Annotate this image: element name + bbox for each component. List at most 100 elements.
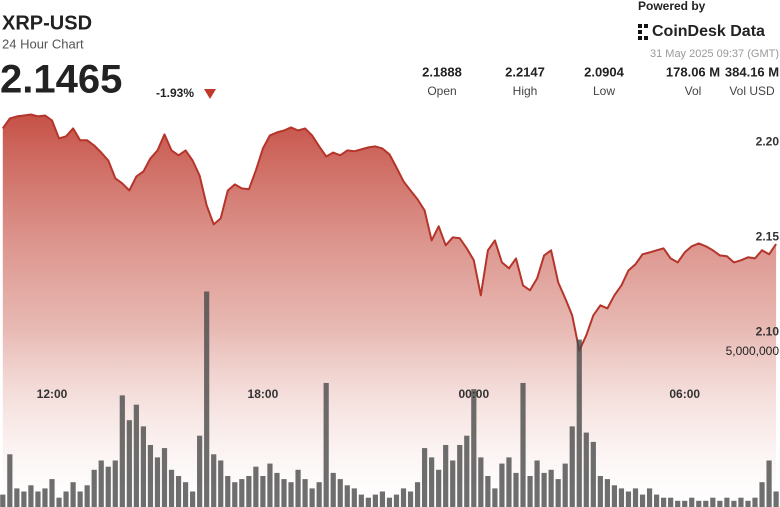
volume-bar	[35, 491, 41, 507]
y-tick-label: 2.15	[756, 230, 780, 244]
volume-bar	[161, 448, 168, 507]
y-tick-label: 2.20	[756, 135, 780, 149]
volume-bar	[204, 291, 210, 507]
volume-bar	[639, 494, 646, 507]
volume-bar	[710, 497, 716, 507]
volume-bar	[520, 382, 526, 507]
volume-bar	[168, 469, 175, 507]
volume-bar	[436, 469, 442, 507]
price: 2.1465	[0, 58, 122, 102]
plot-area	[0, 113, 779, 507]
volume-bar	[126, 420, 132, 507]
volume-bar	[703, 500, 709, 507]
volume-bar	[337, 479, 343, 507]
volume-bar	[295, 469, 301, 507]
stat-value: 2.0904	[584, 64, 625, 79]
volume-bar	[400, 488, 407, 507]
stat-label: Vol USD	[729, 84, 775, 98]
volume-bar	[675, 500, 681, 507]
volume-bar	[274, 472, 280, 507]
volume-bar	[597, 475, 603, 507]
volume-bar	[330, 472, 336, 507]
volume-bar	[344, 485, 350, 507]
brand: CoinDesk Data	[652, 23, 765, 40]
change: -1.93%	[156, 86, 194, 100]
volume-bar	[112, 460, 118, 507]
volume-bar	[646, 488, 653, 507]
volume-bar	[105, 466, 111, 507]
powered-by: Powered by	[638, 0, 706, 13]
volume-bar	[562, 463, 568, 507]
volume-bar	[471, 389, 477, 507]
volume-bar	[752, 497, 758, 507]
y-tick-label: 2.10	[756, 324, 780, 338]
volume-bar	[91, 469, 97, 507]
volume-bar	[407, 491, 414, 507]
stat-value: 2.1888	[422, 64, 462, 79]
volume-bar	[84, 485, 90, 507]
volume-bar	[302, 479, 308, 507]
volume-bar	[372, 494, 378, 507]
volume-bar	[548, 469, 554, 507]
volume-bar	[225, 475, 231, 507]
volume-bar	[485, 475, 491, 507]
volume-bar	[464, 435, 470, 507]
volume-bar	[618, 488, 625, 507]
volume-bar	[28, 485, 34, 507]
volume-bar	[49, 479, 55, 507]
symbol: XRP-USD	[2, 12, 92, 34]
volume-bar	[745, 500, 751, 507]
volume-bar	[147, 444, 154, 507]
volume-bar	[140, 426, 146, 507]
subtitle: 24 Hour Chart	[2, 36, 84, 51]
x-tick-label: 18:00	[248, 387, 279, 401]
x-tick-label: 06:00	[669, 387, 700, 401]
date: 31 May 2025 09:37 (GMT)	[650, 48, 779, 60]
volume-bar	[590, 441, 596, 507]
volume-bar	[154, 457, 161, 507]
volume-bar	[513, 472, 519, 507]
volume-bar	[689, 497, 695, 507]
volume-bar	[724, 497, 730, 507]
volume-bar	[182, 482, 189, 507]
volume-bar	[253, 466, 259, 507]
volume-bar	[197, 435, 203, 507]
volume-bar	[576, 339, 582, 507]
volume-bar	[653, 494, 660, 507]
volume-bar	[14, 488, 20, 507]
stat-value: 178.06 M	[666, 64, 720, 79]
volume-bar	[569, 426, 575, 507]
volume-bar	[555, 479, 561, 507]
volume-bar	[260, 475, 266, 507]
volume-bar	[773, 491, 779, 507]
price-line	[1, 113, 777, 352]
volume-bar	[696, 500, 702, 507]
volume-bar	[506, 457, 512, 507]
volume-bar	[56, 497, 62, 507]
volume-bar	[682, 500, 688, 507]
volume-bar	[239, 479, 245, 507]
volume-bar	[766, 460, 772, 507]
volume-bar	[42, 488, 48, 507]
volume-bar	[218, 460, 224, 507]
volume-bar	[379, 491, 386, 507]
volume-bar	[175, 475, 182, 507]
volume-bar	[478, 457, 484, 507]
x-tick-label: 12:00	[37, 387, 68, 401]
volume-bar	[738, 497, 744, 507]
volume-bar	[21, 491, 27, 507]
volume-bar	[133, 404, 139, 507]
volume-bar	[393, 494, 400, 507]
stats: 2.1888 Open 2.2147 High 2.0904 Low 178.06 M Vol…	[422, 64, 779, 98]
volume-bar	[443, 444, 449, 507]
stat-label: Low	[593, 84, 615, 98]
volume-bar	[422, 448, 428, 507]
volume-bar	[267, 463, 273, 507]
volume-bar	[499, 463, 505, 507]
down-arrow	[204, 89, 216, 99]
volume-bar	[534, 460, 540, 507]
volume-bar	[527, 475, 533, 507]
volume-bar	[323, 382, 329, 507]
